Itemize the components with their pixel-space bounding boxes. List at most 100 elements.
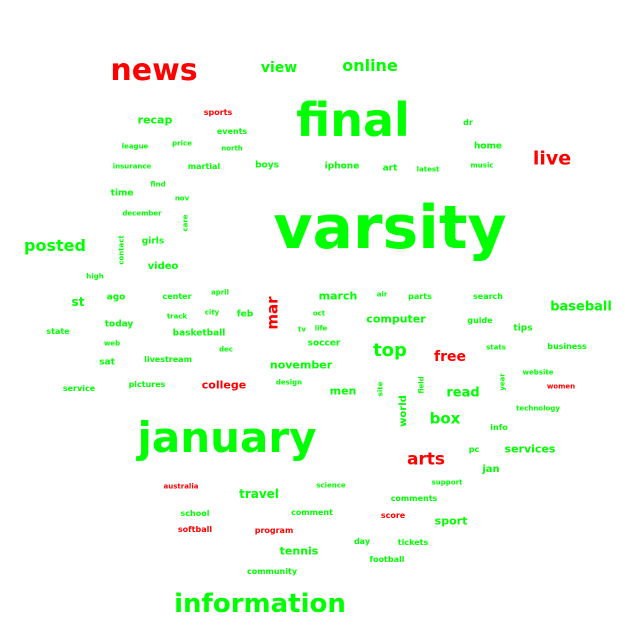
word-search: search	[473, 292, 503, 301]
word-life: life	[314, 324, 328, 333]
word-march: march	[318, 289, 358, 303]
word-design: design	[275, 378, 303, 387]
word-today: today	[104, 319, 134, 330]
word-december: december	[122, 209, 162, 218]
word-find: find	[150, 180, 166, 189]
word-school: school	[180, 509, 210, 518]
word-live: live	[532, 147, 572, 170]
word-st: st	[71, 295, 85, 309]
word-college: college	[201, 378, 247, 392]
word-business: business	[547, 342, 587, 351]
word-guide: guide	[467, 316, 493, 325]
word-music: music	[470, 161, 494, 170]
word-final: final	[296, 93, 410, 147]
word-jan: jan	[482, 464, 500, 475]
word-ago: ago	[106, 292, 126, 303]
word-year: year	[498, 373, 507, 391]
word-posted: posted	[24, 236, 86, 255]
word-latest: latest	[416, 165, 440, 174]
word-tickets: tickets	[397, 538, 429, 547]
word-city: city	[204, 308, 220, 317]
word-time: time	[110, 188, 134, 199]
word-service: service	[62, 384, 96, 393]
word-australia: australia	[163, 482, 199, 491]
word-art: art	[382, 163, 398, 174]
word-site: site	[376, 381, 385, 397]
word-box: box	[429, 409, 461, 428]
word-insurance: insurance	[112, 162, 152, 171]
word-north: north	[221, 144, 243, 153]
word-tv: tv	[298, 325, 306, 334]
word-score: score	[380, 511, 406, 520]
word-martial: martial	[187, 162, 221, 171]
word-arts: arts	[406, 449, 446, 470]
word-pc: pc	[468, 445, 480, 454]
word-high: high	[86, 272, 104, 281]
word-video: video	[147, 261, 179, 272]
word-services: services	[504, 442, 556, 456]
word-girls: girls	[141, 236, 165, 247]
word-price: price	[172, 139, 192, 148]
word-science: science	[316, 481, 346, 490]
word-parts: parts	[408, 292, 432, 301]
word-sport: sport	[434, 514, 468, 528]
word-nov: nov	[174, 194, 190, 203]
word-january: january	[137, 413, 317, 462]
word-computer: computer	[366, 312, 426, 326]
word-football: football	[369, 555, 405, 564]
word-mar: mar	[263, 296, 282, 330]
word-field: field	[417, 376, 426, 394]
word-contact: contact	[117, 235, 126, 265]
word-league: league	[121, 142, 149, 151]
word-softball: softball	[177, 525, 213, 534]
word-livestream: livestream	[144, 355, 192, 364]
word-tennis: tennis	[279, 544, 319, 558]
word-center: center	[162, 292, 192, 301]
word-oct: oct	[312, 309, 326, 318]
word-stats: stats	[486, 343, 506, 352]
word-women: women	[546, 382, 576, 391]
word-air: air	[376, 290, 388, 299]
word-boys: boys	[255, 160, 279, 171]
word-november: november	[269, 358, 333, 372]
word-read: read	[446, 385, 480, 401]
word-tips: tips	[513, 323, 533, 334]
word-track: track	[166, 312, 188, 321]
word-support: support	[431, 478, 463, 487]
word-community: community	[246, 567, 298, 576]
word-baseball: baseball	[550, 299, 612, 315]
word-pictures: pictures	[128, 380, 166, 389]
word-free: free	[434, 349, 466, 365]
word-information: information	[174, 589, 346, 619]
word-website: website	[522, 368, 554, 377]
word-comment: comment	[291, 508, 333, 517]
word-home: home	[473, 141, 503, 152]
word-comments: comments	[390, 494, 438, 503]
word-program: program	[254, 526, 294, 535]
word-men: men	[329, 384, 357, 398]
word-care: care	[181, 214, 190, 232]
word-web: web	[103, 339, 121, 348]
word-events: events	[216, 127, 248, 136]
word-dec: dec	[219, 345, 233, 354]
word-recap: recap	[137, 113, 173, 127]
word-top: top	[373, 340, 407, 361]
word-day: day	[353, 537, 371, 546]
word-state: state	[46, 327, 70, 336]
word-info: info	[490, 423, 508, 432]
word-world: world	[398, 395, 409, 427]
word-travel: travel	[239, 487, 279, 501]
word-varsity: varsity	[273, 193, 507, 263]
word-feb: feb	[236, 309, 254, 320]
word-dr: dr	[463, 118, 473, 127]
word-technology: technology	[516, 404, 560, 413]
word-iphone: iphone	[324, 161, 360, 172]
word-online: online	[342, 56, 398, 75]
word-april: april	[211, 288, 229, 297]
word-sports: sports	[203, 108, 233, 117]
word-news: news	[110, 53, 198, 88]
word-basketball: basketball	[172, 328, 226, 339]
word-sat: sat	[99, 357, 115, 368]
word-view: view	[260, 60, 298, 76]
